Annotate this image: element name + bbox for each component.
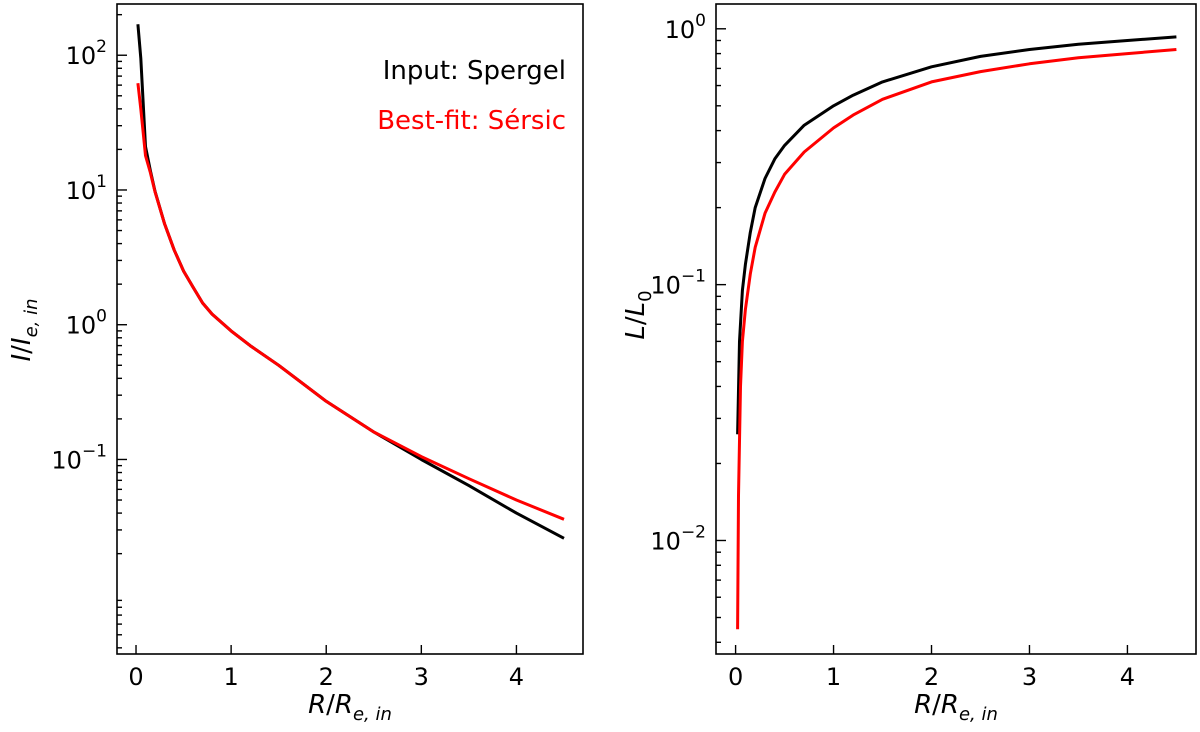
left-x-tick-label: 3 bbox=[414, 663, 429, 691]
right-panel-cumulative-luminosity: 0 1 2 3 4 10−2 10−1 100 R/Re, in L/L0 bbox=[621, 3, 1197, 725]
left-plot-frame bbox=[116, 3, 584, 655]
right-x-tick-label: 3 bbox=[1022, 663, 1037, 691]
left-y-tick-label: 10−1 bbox=[51, 441, 107, 474]
left-x-tick-label: 4 bbox=[509, 663, 524, 691]
right-x-tick-label: 1 bbox=[826, 663, 841, 691]
left-series-sersic-line bbox=[136, 83, 565, 521]
left-x-tick-label: 2 bbox=[319, 663, 334, 691]
right-series-group bbox=[736, 35, 1177, 630]
right-y-axis-label: L/L0 bbox=[621, 290, 656, 339]
left-x-tick-label: 1 bbox=[223, 663, 238, 691]
right-y-tick-label: 100 bbox=[665, 11, 706, 44]
right-x-tick-label: 4 bbox=[1120, 663, 1135, 691]
left-axis-ticks: 0 1 2 3 4 10−1 100 101 102 bbox=[51, 13, 524, 691]
right-axis-ticks: 0 1 2 3 4 10−2 10−1 100 bbox=[650, 11, 1135, 691]
right-y-tick-label: 10−2 bbox=[650, 522, 706, 555]
right-x-tick-label: 0 bbox=[728, 663, 743, 691]
left-y-tick-label: 101 bbox=[66, 172, 107, 205]
left-series-group bbox=[136, 24, 565, 540]
left-x-axis-label: R/Re, in bbox=[308, 690, 392, 725]
left-series-spergel-line bbox=[136, 24, 565, 540]
left-y-tick-label: 100 bbox=[66, 307, 107, 340]
right-series-sersic-line bbox=[736, 48, 1177, 630]
right-plot-frame bbox=[715, 3, 1197, 655]
right-x-axis-label: R/Re, in bbox=[914, 690, 998, 725]
left-y-tick-label: 102 bbox=[66, 37, 107, 70]
legend-entry-sersic: Best-fit: Sérsic bbox=[377, 106, 566, 136]
right-y-tick-label: 10−1 bbox=[650, 267, 706, 300]
left-panel-surface-brightness: 0 1 2 3 4 10−1 100 101 102 R/Re, in I/Ie, in Inp… bbox=[7, 3, 584, 725]
right-x-tick-label: 2 bbox=[924, 663, 939, 691]
right-series-spergel-line bbox=[736, 35, 1177, 435]
legend-entry-spergel: Input: Spergel bbox=[383, 56, 566, 86]
left-y-axis-label: I/Ie, in bbox=[7, 298, 42, 361]
left-x-tick-label: 0 bbox=[128, 663, 143, 691]
